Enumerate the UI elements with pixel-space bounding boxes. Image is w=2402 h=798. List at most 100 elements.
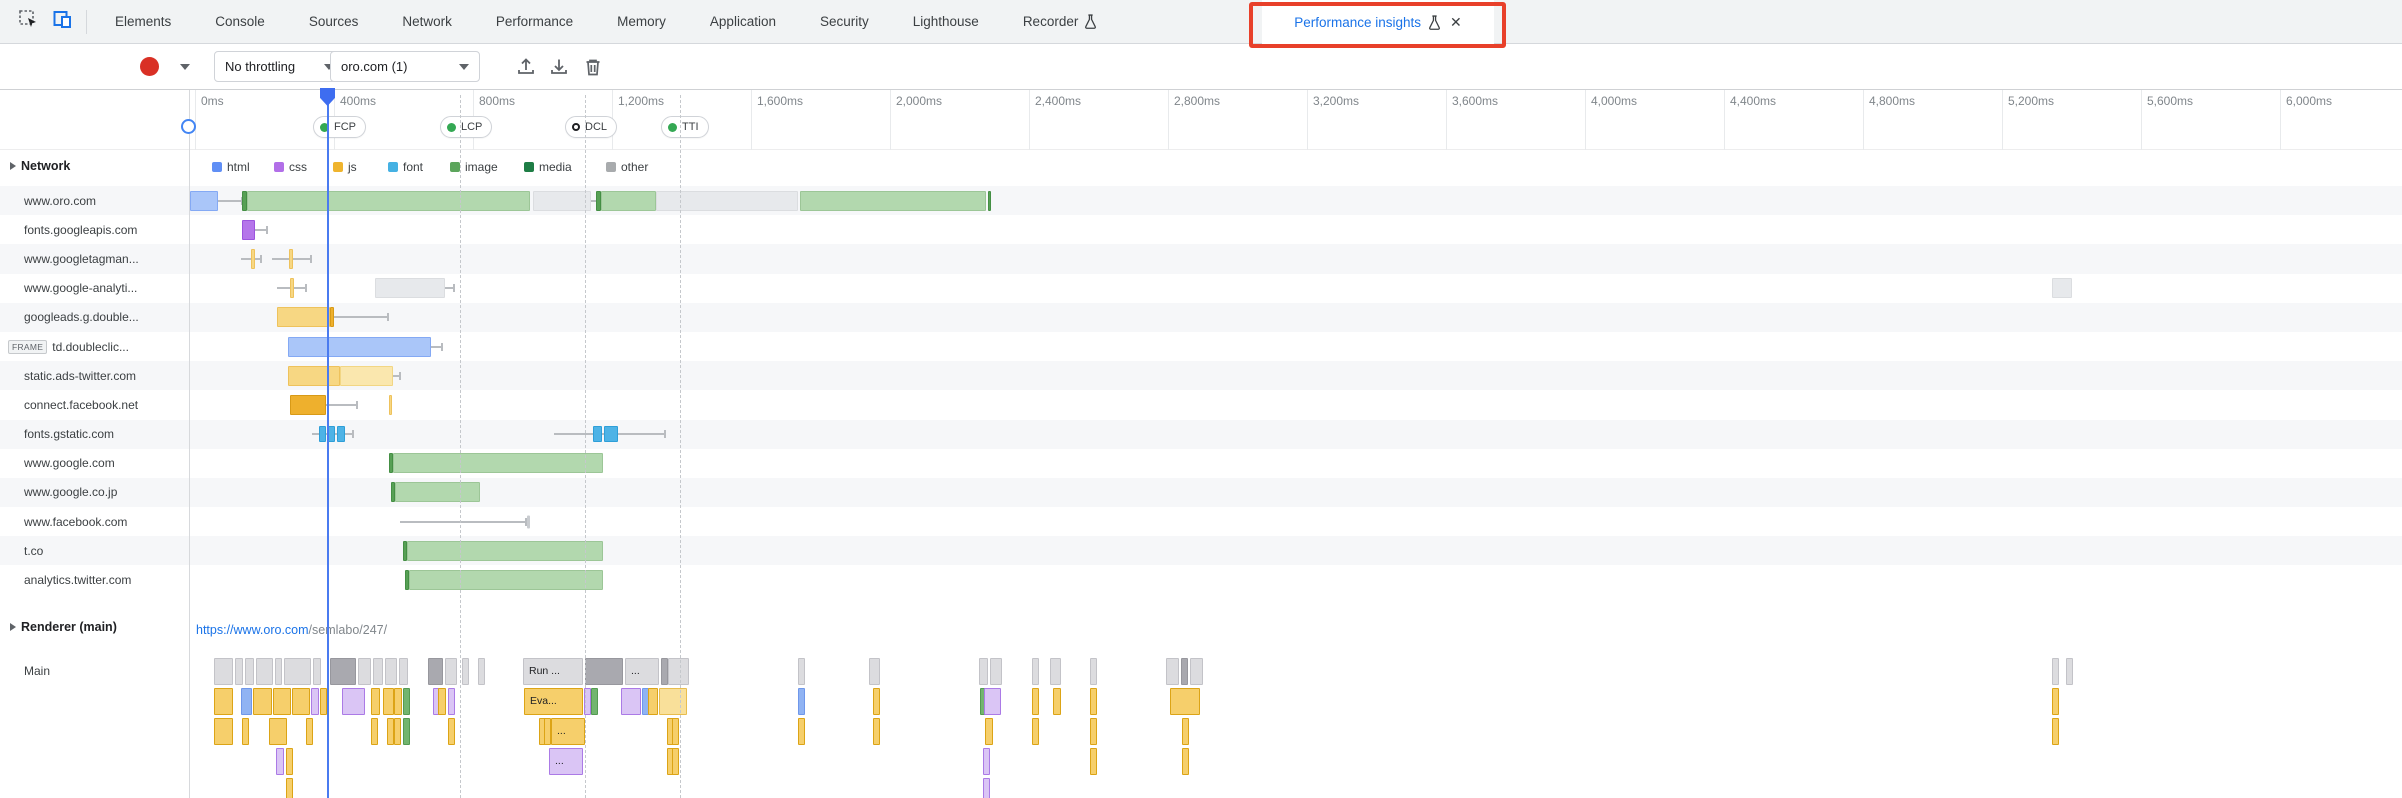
tab-console[interactable]: Console — [193, 0, 287, 43]
flame-bar-js[interactable] — [2052, 718, 2059, 745]
flame-bar-js[interactable] — [383, 688, 394, 715]
flame-bar-paint[interactable] — [591, 688, 598, 715]
main-thread-track[interactable]: Main Run ...... Eva......... — [0, 651, 2402, 798]
flame-bar-js[interactable] — [648, 688, 658, 715]
flame-bar-task[interactable] — [445, 658, 457, 685]
flame-bar-js[interactable] — [371, 718, 378, 745]
flame-bar-js[interactable] — [394, 718, 401, 745]
flame-bar-css[interactable] — [983, 778, 990, 798]
flame-bar-js[interactable] — [286, 748, 293, 775]
flame-bar-task[interactable] — [1166, 658, 1179, 685]
tab-network[interactable]: Network — [380, 0, 474, 43]
flame-bar-js[interactable] — [269, 718, 287, 745]
tab-memory[interactable]: Memory — [595, 0, 688, 43]
flame-bar-task[interactable] — [256, 658, 273, 685]
marker-pill-lcp[interactable]: LCP — [440, 116, 493, 138]
marker-pill-fcp[interactable]: FCP — [313, 116, 366, 138]
flame-bar-js[interactable] — [873, 688, 880, 715]
flame-bar-task[interactable] — [979, 658, 988, 685]
flame-bar-js[interactable] — [371, 688, 380, 715]
flame-bar-task[interactable]: Run ... — [523, 658, 583, 685]
tab-application[interactable]: Application — [688, 0, 798, 43]
flame-bar-js[interactable] — [273, 688, 291, 715]
waterfall-bar-font[interactable] — [337, 426, 345, 443]
flame-bar-js[interactable] — [1090, 688, 1097, 715]
waterfall-bar-jslight[interactable] — [340, 365, 393, 386]
waterfall-bar-font[interactable] — [319, 426, 326, 443]
inspect-element-icon[interactable] — [18, 9, 38, 34]
waterfall-bar-imgdark[interactable] — [405, 570, 409, 591]
flame-bar-js[interactable] — [448, 718, 455, 745]
flame-bar-css[interactable] — [311, 688, 319, 715]
record-options-caret[interactable] — [180, 64, 190, 70]
upload-icon[interactable] — [515, 56, 537, 78]
flame-bar-task[interactable] — [358, 658, 371, 685]
tab-security[interactable]: Security — [798, 0, 891, 43]
flame-bar-js[interactable] — [672, 718, 679, 745]
flame-bar-js[interactable] — [320, 688, 327, 715]
waterfall-bar-js[interactable] — [251, 248, 255, 269]
flame-bar-js[interactable] — [1182, 748, 1189, 775]
waterfall-bar-js[interactable] — [288, 365, 340, 386]
flame-bar-css[interactable] — [342, 688, 365, 715]
waterfall-bar-jsdark[interactable] — [290, 394, 326, 415]
waterfall-bar-img[interactable] — [409, 570, 603, 591]
waterfall-bar-js[interactable] — [289, 248, 293, 269]
flame-bar-taskdark[interactable] — [428, 658, 443, 685]
waterfall-bar-other[interactable] — [656, 190, 798, 211]
timeline-ruler[interactable]: 0ms 400ms 800ms 1,200ms 1,600ms 2,000ms 2,400m… — [0, 90, 2402, 150]
marker-pill-tti[interactable]: TTI — [661, 116, 709, 138]
flame-bar-task[interactable] — [1190, 658, 1203, 685]
flame-bar-task[interactable] — [869, 658, 880, 685]
waterfall-bar-font[interactable] — [328, 426, 335, 443]
flame-bar-js[interactable] — [306, 718, 313, 745]
flame-bar-js[interactable] — [1032, 718, 1039, 745]
close-tab-icon[interactable]: ✕ — [1450, 13, 1462, 30]
waterfall-bar-img[interactable] — [407, 540, 603, 561]
flame-bar-js[interactable] — [672, 748, 679, 775]
flame-bar-task[interactable] — [399, 658, 408, 685]
waterfall-bar-img[interactable] — [247, 190, 530, 211]
flame-bar-js[interactable] — [286, 778, 293, 798]
flame-bar-task[interactable] — [1090, 658, 1097, 685]
download-icon[interactable] — [548, 56, 570, 78]
flame-bar-task[interactable] — [385, 658, 397, 685]
flame-bar-css[interactable] — [448, 688, 455, 715]
throttling-select[interactable]: No throttling — [214, 51, 345, 82]
flame-bar-js[interactable] — [1090, 718, 1097, 745]
waterfall-bar-jsdark[interactable] — [330, 307, 334, 328]
marker-pill-dcl[interactable]: DCL — [565, 116, 618, 138]
flame-bar-html[interactable] — [241, 688, 252, 715]
renderer-section-toggle[interactable]: Renderer (main) — [10, 620, 117, 634]
flame-bar-task[interactable] — [668, 658, 689, 685]
flame-bar-js[interactable] — [985, 718, 993, 745]
flame-bar-task[interactable] — [2052, 658, 2059, 685]
tab-recorder[interactable]: Recorder — [1001, 0, 1120, 43]
flame-bar-js[interactable] — [1090, 748, 1097, 775]
flame-bar-js[interactable] — [1032, 688, 1039, 715]
waterfall-bar-imgdark[interactable] — [988, 190, 991, 211]
flame-bar-paint[interactable] — [403, 688, 410, 715]
waterfall-bar-tick[interactable] — [527, 515, 530, 529]
flame-bar-css[interactable] — [984, 688, 1001, 715]
flame-bar-js[interactable] — [253, 688, 272, 715]
waterfall-bar-img[interactable] — [393, 453, 603, 474]
waterfall-bar-other[interactable] — [2052, 278, 2072, 299]
record-button[interactable] — [140, 57, 159, 76]
flame-bar-task[interactable]: ... — [625, 658, 659, 685]
page-select[interactable]: oro.com (1) — [330, 51, 480, 82]
waterfall-bar-html[interactable] — [190, 190, 218, 211]
flame-bar-js[interactable] — [242, 718, 249, 745]
renderer-page-url[interactable]: https://www.oro.com/semlabo/247/ — [196, 623, 387, 637]
flame-bar-css[interactable] — [584, 688, 591, 715]
waterfall-bar-js[interactable] — [389, 394, 392, 415]
flame-bar-css[interactable] — [621, 688, 641, 715]
flame-bar-html[interactable] — [798, 688, 805, 715]
flame-bar-js[interactable] — [798, 718, 805, 745]
flame-bar-paint[interactable] — [403, 718, 410, 745]
flame-bar-js[interactable] — [214, 688, 233, 715]
waterfall-bar-js[interactable] — [290, 278, 294, 299]
flame-bar-task[interactable] — [798, 658, 805, 685]
waterfall-bar-imgdark[interactable] — [242, 190, 247, 211]
flame-bar-task[interactable] — [313, 658, 321, 685]
